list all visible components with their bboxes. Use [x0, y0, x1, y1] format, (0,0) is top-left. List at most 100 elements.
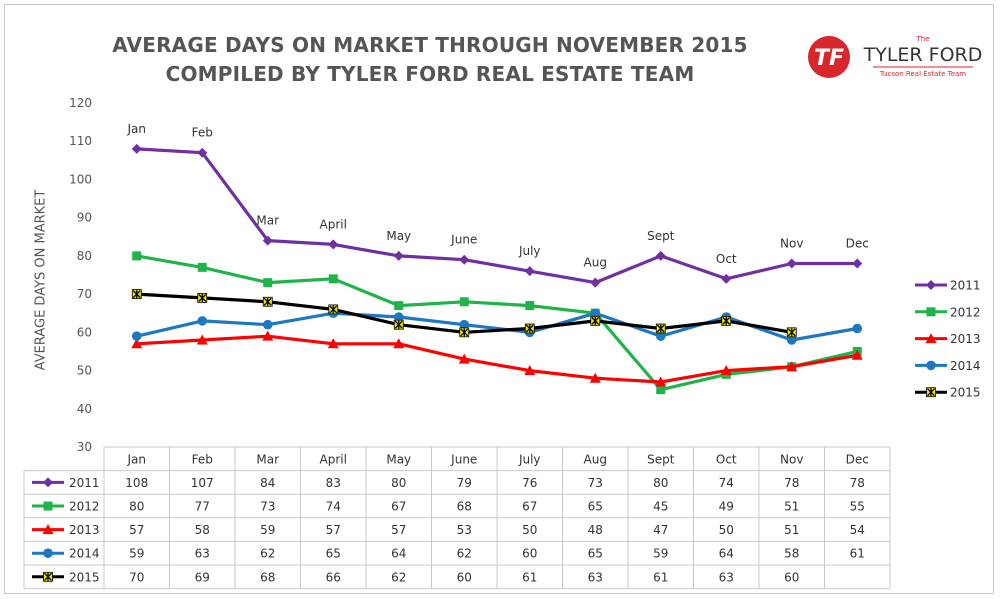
table-cell-2012-Jan: 80	[129, 500, 144, 514]
legend-marker-2011	[926, 280, 936, 290]
table-header-May: May	[386, 452, 411, 466]
table-cell-2011-April: 83	[326, 476, 341, 490]
data-label-Oct: Oct	[716, 252, 737, 266]
point-2011-May	[393, 250, 404, 261]
table-cell-2014-Dec: 61	[850, 547, 865, 561]
point-2012-Feb	[197, 262, 207, 272]
table-cell-2015-Aug: 63	[588, 570, 603, 584]
data-label-May: May	[386, 229, 411, 243]
data-label-Mar: Mar	[256, 214, 279, 228]
point-2011-Jan	[131, 143, 142, 154]
table-cell-2015-Sept: 61	[653, 570, 668, 584]
table-row-label-2014: 2014	[69, 547, 100, 561]
point-2015-Mar-cross	[263, 297, 272, 306]
legend-label-2012: 2012	[950, 305, 981, 319]
point-2014-June	[459, 319, 470, 330]
table-cell-2014-Oct: 64	[719, 547, 734, 561]
table-cell-2014-Sept: 59	[653, 547, 668, 561]
point-2011-Mar	[262, 235, 273, 246]
tyler-ford-logo: TF The TYLER FORD Tucson Real Estate Tea…	[808, 35, 983, 78]
table-cell-2011-Mar: 84	[260, 476, 275, 490]
chart-subtitle: COMPILED BY TYLER FORD REAL ESTATE TEAM	[165, 62, 695, 86]
table-cell-2013-July: 50	[522, 523, 537, 537]
data-label-June: June	[450, 233, 477, 247]
table-key-marker-2014	[43, 548, 53, 558]
table-cell-2012-April: 74	[326, 500, 341, 514]
point-2015-Aug-cross	[591, 316, 600, 325]
table-cell-2014-April: 65	[326, 547, 341, 561]
point-2015-Feb-cross	[198, 293, 207, 302]
point-2012-Jan	[132, 251, 142, 261]
y-tick-label-30: 30	[77, 440, 92, 454]
table-cell-2015-Nov: 60	[784, 570, 799, 584]
point-2015-July-cross	[525, 324, 534, 333]
y-tick-label-100: 100	[69, 172, 92, 186]
point-2014-Nov	[786, 335, 797, 345]
table-cell-2013-Mar: 59	[260, 523, 275, 537]
point-2012-June	[459, 297, 469, 307]
legend-label-2015: 2015	[950, 386, 981, 400]
table-cell-2011-Oct: 74	[719, 476, 734, 490]
table-cell-2015-June: 60	[457, 570, 472, 584]
table-cell-2012-June: 68	[457, 500, 472, 514]
table-cell-2015-May: 62	[391, 570, 406, 584]
table-header-Jan: Jan	[127, 452, 147, 466]
legend-marker-2013	[925, 333, 937, 344]
chart-title: AVERAGE DAYS ON MARKET THROUGH NOVEMBER …	[112, 33, 748, 57]
point-2011-Nov	[786, 258, 797, 269]
table-header-Nov: Nov	[780, 452, 803, 466]
table-cell-2012-Mar: 73	[260, 500, 275, 514]
y-tick-label-110: 110	[69, 134, 92, 148]
point-2013-Jan	[131, 338, 143, 349]
table-cell-2015-Mar: 68	[260, 570, 275, 584]
table-cell-2014-May: 64	[391, 547, 406, 561]
table-header-Mar: Mar	[256, 452, 279, 466]
table-cell-2012-Nov: 51	[784, 500, 799, 514]
table-key-marker-2012	[43, 501, 53, 511]
legend-marker-2012	[926, 307, 936, 317]
point-2013-Sept	[655, 376, 667, 387]
table-header-Oct: Oct	[716, 452, 737, 466]
logo-name: TYLER FORD	[863, 44, 983, 66]
logo-tagline: Tucson Real Estate Team	[879, 70, 966, 78]
table-key-marker-2011	[43, 477, 53, 488]
point-2013-Feb	[196, 334, 208, 345]
point-2015-Oct-cross	[722, 316, 731, 325]
table-row-label-2011: 2011	[69, 476, 100, 490]
table-cell-2012-May: 67	[391, 500, 406, 514]
point-2013-Dec	[851, 349, 863, 360]
point-2013-June	[458, 353, 470, 364]
table-cell-2011-Dec: 78	[850, 476, 865, 490]
table-row-label-2015: 2015	[69, 570, 100, 584]
table-cell-2015-Feb: 69	[195, 570, 210, 584]
point-2014-Sept	[655, 331, 666, 341]
y-tick-label-50: 50	[77, 364, 92, 378]
series-line-2012	[136, 254, 858, 392]
point-2011-June	[459, 254, 470, 265]
data-label-Sept: Sept	[647, 229, 675, 243]
table-cell-2011-Feb: 107	[191, 476, 214, 490]
point-2011-Aug	[590, 277, 601, 288]
table-cell-2015-Oct: 63	[719, 570, 734, 584]
point-2015-May-cross	[394, 320, 403, 329]
table-cell-2011-Aug: 73	[588, 476, 603, 490]
table-cell-2011-July: 76	[522, 476, 537, 490]
point-2015-Sept-cross	[656, 324, 665, 333]
y-tick-label-60: 60	[77, 325, 92, 339]
series-line-2013	[136, 334, 858, 384]
table-row-label-2012: 2012	[69, 500, 100, 514]
table-row-label-2013: 2013	[69, 523, 100, 537]
point-2013-July	[524, 365, 536, 376]
point-2012-July	[525, 301, 535, 311]
series-line-2011	[136, 147, 858, 285]
table-header-Dec: Dec	[846, 452, 869, 466]
table-cell-2015-July: 61	[522, 570, 537, 584]
legend-label-2011: 2011	[950, 279, 981, 293]
table-cell-2011-May: 80	[391, 476, 406, 490]
table-cell-2011-June: 79	[457, 476, 472, 490]
table-header-Aug: Aug	[584, 452, 607, 466]
point-2011-July	[524, 266, 535, 277]
logo-mark-circle	[808, 36, 850, 78]
legend-marker-2015-cross	[927, 388, 935, 397]
